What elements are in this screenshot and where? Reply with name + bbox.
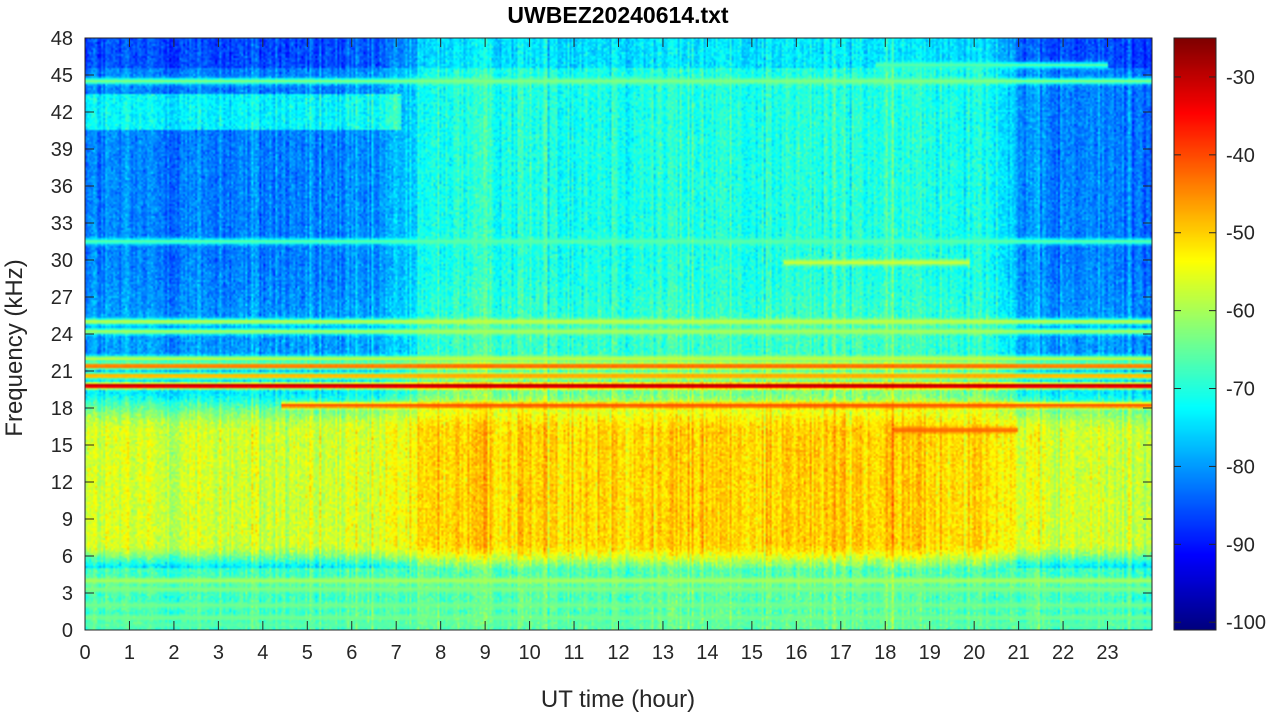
x-axis: 0 1 2 3 4 5 6 7 8 9 10 11 12 13 14 15 16 17 18 19 20 21 22 23 bbox=[79, 38, 1119, 664]
spectrogram-image bbox=[85, 38, 1152, 630]
x-tick-label: 4 bbox=[257, 642, 268, 664]
y-tick-label: 15 bbox=[51, 435, 73, 457]
colorbar-tick-label: -40 bbox=[1226, 145, 1255, 167]
x-tick-label: 19 bbox=[919, 642, 941, 664]
y-tick-label: 33 bbox=[51, 213, 73, 235]
x-tick-label: 10 bbox=[518, 642, 540, 664]
colorbar-frame bbox=[1173, 37, 1217, 631]
y-tick-label: 12 bbox=[51, 472, 73, 494]
y-tick-label: 42 bbox=[51, 102, 73, 124]
y-tick-label: 3 bbox=[62, 583, 73, 605]
y-tick-label: 18 bbox=[51, 398, 73, 420]
x-tick-label: 2 bbox=[168, 642, 179, 664]
x-tick-label: 21 bbox=[1008, 642, 1030, 664]
y-tick-label: 24 bbox=[51, 324, 73, 346]
y-tick-label: 9 bbox=[62, 509, 73, 531]
x-tick-label: 17 bbox=[830, 642, 852, 664]
colorbar-axis: -100 -90 -80 -70 -60 -50 -40 -30 bbox=[1174, 67, 1266, 634]
y-tick-label: 6 bbox=[62, 546, 73, 568]
y-axis-label: Frequency (kHz) bbox=[1, 259, 28, 436]
x-tick-label: 23 bbox=[1096, 642, 1118, 664]
x-tick-label: 7 bbox=[391, 642, 402, 664]
colorbar-tick-label: -90 bbox=[1226, 534, 1255, 556]
x-tick-label: 0 bbox=[79, 642, 90, 664]
y-tick-label: 39 bbox=[51, 139, 73, 161]
x-tick-label: 12 bbox=[607, 642, 629, 664]
x-tick-label: 22 bbox=[1052, 642, 1074, 664]
spectrogram-plot-area bbox=[85, 38, 1152, 630]
x-tick-label: 16 bbox=[785, 642, 807, 664]
colorbar-tick-label: -100 bbox=[1226, 612, 1266, 634]
x-tick-label: 5 bbox=[302, 642, 313, 664]
y-tick-label: 27 bbox=[51, 287, 73, 309]
chart-title: UWBEZ20240614.txt bbox=[507, 2, 728, 28]
colorbar-tick-label: -30 bbox=[1226, 67, 1255, 89]
x-axis-label: UT time (hour) bbox=[541, 686, 695, 713]
x-tick-label: 8 bbox=[435, 642, 446, 664]
colorbar-gradient bbox=[1174, 38, 1216, 630]
x-tick-label: 18 bbox=[874, 642, 896, 664]
y-tick-label: 21 bbox=[51, 361, 73, 383]
x-tick-label: 11 bbox=[564, 642, 585, 664]
x-tick-label: 20 bbox=[963, 642, 985, 664]
y-tick-label: 30 bbox=[51, 250, 73, 272]
x-tick-label: 9 bbox=[480, 642, 491, 664]
y-tick-label: 45 bbox=[51, 65, 73, 87]
y-tick-label: 36 bbox=[51, 176, 73, 198]
colorbar-tick-label: -70 bbox=[1226, 379, 1255, 401]
colorbar-tick-label: -80 bbox=[1226, 456, 1255, 478]
x-tick-label: 6 bbox=[346, 642, 357, 664]
x-tick-label: 13 bbox=[652, 642, 674, 664]
x-tick-label: 15 bbox=[741, 642, 763, 664]
x-tick-label: 3 bbox=[213, 642, 224, 664]
y-tick-label: 48 bbox=[51, 28, 73, 50]
y-tick-label: 0 bbox=[62, 620, 73, 642]
colorbar-tick-label: -60 bbox=[1226, 301, 1255, 323]
x-tick-label: 1 bbox=[124, 642, 135, 664]
colorbar-tick-label: -50 bbox=[1226, 223, 1255, 245]
x-tick-label: 14 bbox=[696, 642, 718, 664]
